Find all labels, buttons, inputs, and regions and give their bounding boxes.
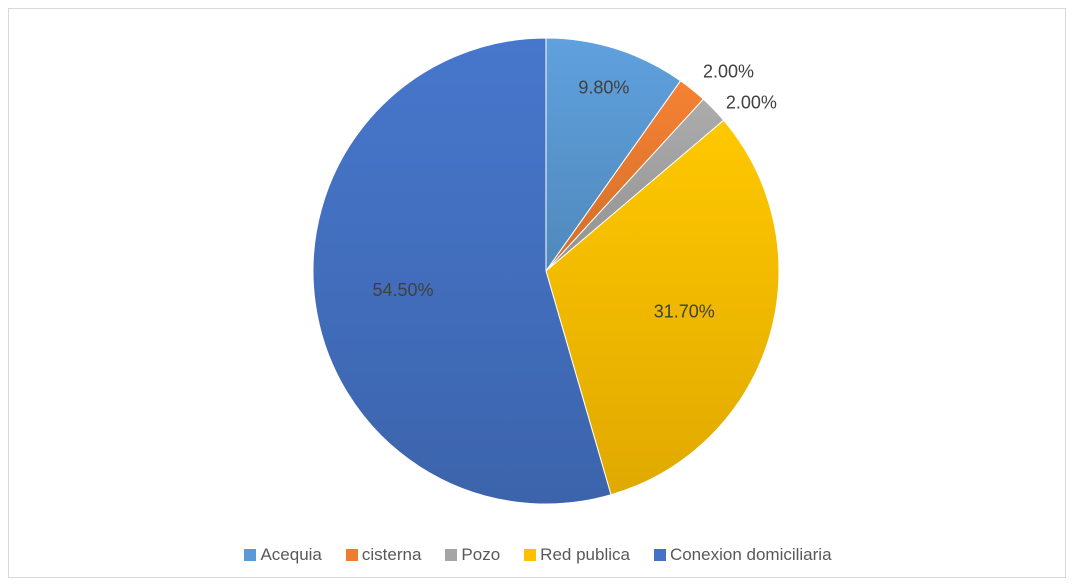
legend-swatch <box>524 549 537 561</box>
legend-label: Red publica <box>540 545 630 564</box>
legend-label: cisterna <box>361 545 422 564</box>
slice-label-cisterna: 2.00% <box>703 61 754 81</box>
legend-swatch <box>445 549 458 561</box>
legend-swatch <box>345 549 358 561</box>
slice-label-conexion-domiciliaria: 54.50% <box>372 280 433 300</box>
slice-label-acequia: 9.80% <box>578 78 629 98</box>
legend-item-conexion-domiciliaria: Conexion domiciliaria <box>653 545 832 565</box>
legend-item-pozo: Pozo <box>445 545 500 565</box>
legend-item-cisterna: cisterna <box>345 545 422 565</box>
legend-item-acequia: Acequia <box>244 545 322 565</box>
slice-red-publica <box>545 119 780 496</box>
legend-label: Acequia <box>260 545 322 564</box>
slice-acequia <box>545 37 682 273</box>
legend-swatch <box>653 549 666 561</box>
slice-label-pozo: 2.00% <box>726 92 777 112</box>
legend: Acequia cisterna Pozo Red publica Conexion d… <box>0 543 1076 567</box>
legend-label: Conexion domiciliaria <box>669 545 832 564</box>
slice-conexion-domiciliaria <box>312 37 612 505</box>
legend-label: Pozo <box>461 545 501 564</box>
slice-label-red-publica: 31.70% <box>654 301 715 321</box>
legend-swatch <box>244 549 257 561</box>
legend-item-red-publica: Red publica <box>524 545 630 565</box>
